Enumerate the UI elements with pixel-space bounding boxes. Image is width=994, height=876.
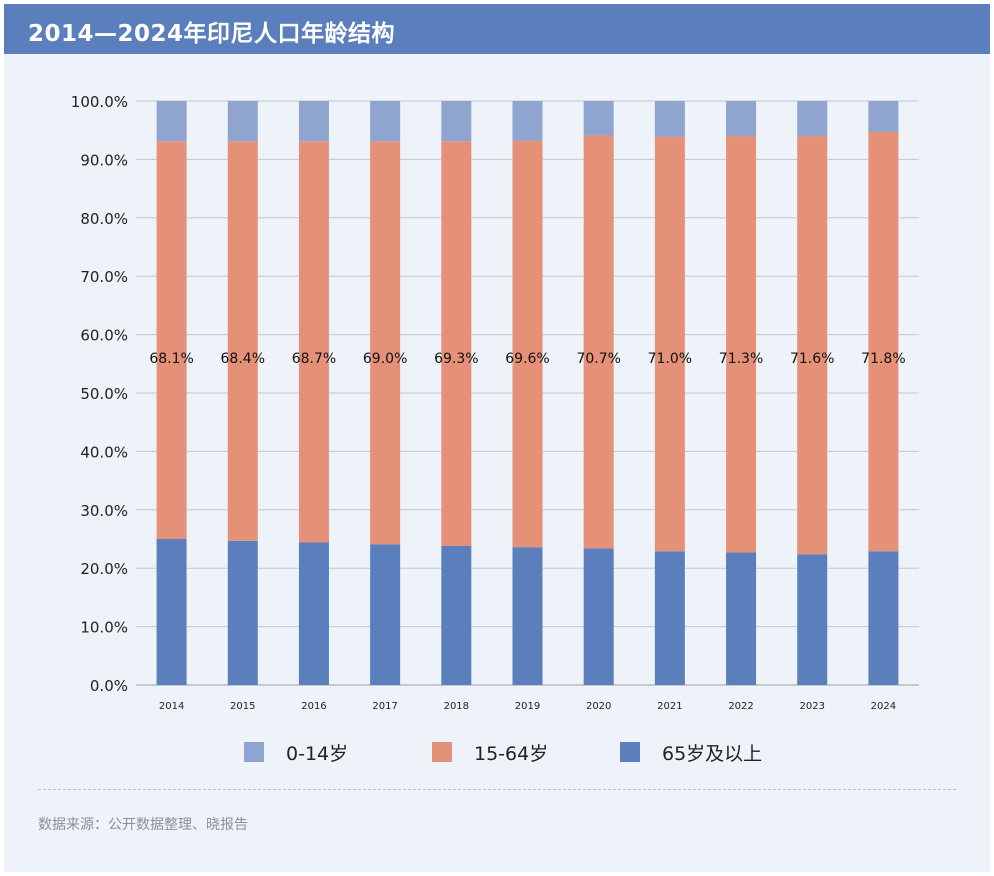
bar-segment	[298, 141, 329, 543]
bar-segment	[726, 552, 757, 685]
legend-label-65-plus: 65岁及以上	[662, 742, 763, 765]
bar-segment	[726, 136, 757, 553]
bar-segment	[868, 131, 899, 552]
legend-item-65-plus: 65岁及以上	[620, 732, 762, 772]
data-label: 69.0%	[363, 351, 407, 367]
x-tick-label: 2017	[372, 701, 397, 712]
bar-segment	[441, 101, 472, 142]
data-label: 71.6%	[790, 351, 834, 367]
legend-label-0-14: 0-14岁	[286, 742, 349, 765]
y-tick-label: 20.0%	[80, 560, 128, 578]
y-tick-label: 30.0%	[80, 502, 128, 520]
bar-segment	[227, 141, 258, 541]
bar-segment	[654, 101, 685, 137]
bar-segment	[726, 101, 757, 137]
chart-title: 2014—2024年印尼人口年龄结构	[28, 21, 396, 47]
y-tick-label: 70.0%	[80, 268, 128, 286]
y-tick-label: 90.0%	[80, 151, 128, 169]
data-label: 68.4%	[221, 351, 265, 367]
bar-segment	[797, 101, 828, 137]
data-label: 71.8%	[861, 351, 905, 367]
x-tick-label: 2016	[301, 701, 326, 712]
data-label: 70.7%	[576, 351, 620, 367]
y-tick-label: 100.0%	[71, 93, 128, 111]
bar-segment	[227, 540, 258, 685]
legend-swatch-65-plus	[620, 742, 640, 762]
bar-segment	[868, 101, 899, 132]
bar-segment	[654, 136, 685, 552]
data-label: 69.6%	[505, 351, 549, 367]
legend-swatch-15-64	[432, 742, 452, 762]
bar-segment	[441, 141, 472, 547]
data-source: 数据来源：公开数据整理、晓报告	[38, 817, 248, 833]
x-tick-label: 2019	[515, 701, 540, 712]
x-tick-label: 2018	[444, 701, 469, 712]
bar-segment	[156, 141, 187, 539]
bar-segment	[512, 140, 543, 548]
legend-item-0-14: 0-14岁	[244, 732, 348, 772]
stacked-bar-chart: 0.0% 10.0% 20.0% 30.0% 40.0% 50.0% 60.0% 70.0% 8…	[71, 93, 919, 712]
x-tick-label: 2020	[586, 701, 611, 712]
bar-segment	[441, 546, 472, 685]
bar-segment	[156, 539, 187, 685]
bar-segment	[583, 548, 614, 685]
bar-segment	[156, 101, 187, 142]
title-bar: 2014—2024年印尼人口年龄结构	[4, 4, 990, 54]
bar-segment	[227, 101, 258, 142]
data-label: 71.0%	[648, 351, 692, 367]
legend-swatch-0-14	[244, 742, 264, 762]
x-tick-label: 2014	[159, 701, 184, 712]
bar-segment	[868, 551, 899, 685]
y-tick-label: 80.0%	[80, 210, 128, 228]
x-tick-label: 2024	[871, 701, 896, 712]
y-tick-label: 0.0%	[90, 677, 128, 695]
bar-segment	[370, 544, 401, 685]
bar-segment	[370, 101, 401, 142]
y-tick-label: 10.0%	[80, 619, 128, 637]
legend: 0-14岁 15-64岁 65岁及以上	[4, 732, 990, 772]
x-tick-label: 2021	[657, 701, 682, 712]
x-tick-label: 2022	[728, 701, 753, 712]
legend-item-15-64: 15-64岁	[432, 732, 548, 772]
bar-segment	[797, 554, 828, 685]
x-tick-label: 2023	[800, 701, 825, 712]
y-tick-label: 50.0%	[80, 385, 128, 403]
data-label: 71.3%	[719, 351, 763, 367]
legend-label-15-64: 15-64岁	[474, 742, 549, 765]
bar-segment	[512, 101, 543, 141]
bar-segment	[298, 101, 329, 142]
bar-segment	[654, 551, 685, 685]
bar-segment	[298, 542, 329, 685]
y-tick-label: 60.0%	[80, 327, 128, 345]
data-label: 69.3%	[434, 351, 478, 367]
footer-divider	[38, 789, 956, 790]
bar-segment	[583, 135, 614, 549]
y-tick-label: 40.0%	[80, 443, 128, 461]
x-tick-label: 2015	[230, 701, 255, 712]
bar-segment	[512, 547, 543, 685]
data-label: 68.1%	[149, 351, 193, 367]
data-label: 68.7%	[292, 351, 336, 367]
chart-card: 2014—2024年印尼人口年龄结构 0.0% 10.0% 20.0% 30.0% 40…	[4, 4, 990, 872]
bar-segment	[797, 136, 828, 555]
bar-segment	[370, 141, 401, 545]
bar-segment	[583, 101, 614, 136]
